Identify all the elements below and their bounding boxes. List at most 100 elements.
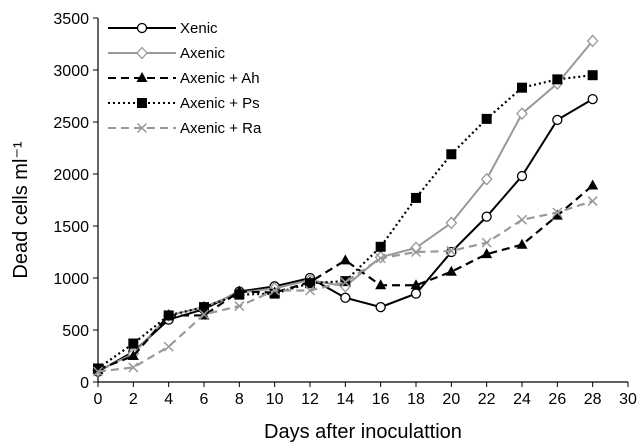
y-tick-label: 3000 — [53, 63, 89, 80]
data-point — [445, 265, 457, 276]
data-point — [199, 302, 209, 313]
point-marker — [552, 207, 563, 218]
point-marker — [586, 34, 599, 48]
data-point — [551, 209, 563, 220]
point-marker — [411, 192, 421, 203]
legend-label: Axenic + Ps — [180, 95, 260, 112]
series-5 — [92, 196, 598, 377]
x-tick-label: 28 — [584, 391, 602, 408]
point-marker — [552, 114, 563, 126]
point-marker — [198, 309, 210, 320]
point-marker — [93, 363, 103, 374]
point-marker — [551, 209, 563, 220]
point-marker — [375, 241, 386, 252]
data-point — [410, 288, 422, 299]
data-point — [269, 288, 280, 299]
point-marker — [587, 179, 599, 190]
point-marker — [445, 265, 457, 276]
y-tick-label: 0 — [80, 375, 89, 392]
point-marker — [136, 122, 148, 134]
point-marker — [304, 285, 316, 296]
point-marker — [269, 285, 280, 296]
x-tick-label: 10 — [266, 391, 284, 408]
data-point — [552, 114, 563, 126]
x-tick-label: 22 — [478, 391, 496, 408]
point-marker — [445, 216, 458, 230]
point-marker — [163, 341, 174, 352]
data-point — [480, 172, 493, 186]
data-point — [516, 107, 528, 121]
data-point — [587, 179, 599, 190]
series-1 — [92, 93, 598, 377]
data-point — [410, 241, 422, 255]
point-marker — [92, 366, 104, 377]
data-point — [340, 277, 351, 288]
x-tick-label: 0 — [94, 391, 103, 408]
point-marker — [128, 362, 139, 373]
legend-entry: Axenic + Ah — [108, 70, 260, 87]
point-marker — [136, 46, 148, 60]
point-marker — [587, 196, 598, 207]
data-point — [410, 246, 422, 258]
y-axis-title: Dead cells ml⁻¹ — [10, 141, 32, 279]
data-point — [481, 248, 493, 259]
data-point — [92, 366, 104, 377]
point-marker — [199, 302, 209, 313]
data-point — [136, 72, 148, 82]
data-point — [375, 253, 386, 264]
data-point — [587, 93, 598, 105]
data-point — [481, 113, 492, 124]
legend-label: Xenic — [180, 20, 218, 37]
point-marker — [305, 278, 315, 289]
data-point — [375, 241, 386, 252]
x-tick-label: 26 — [548, 391, 566, 408]
x-tick-label: 20 — [442, 391, 460, 408]
point-marker — [128, 338, 139, 349]
data-point — [305, 278, 315, 289]
point-marker — [410, 241, 422, 255]
legend-entry: Axenic + Ps — [108, 95, 260, 112]
data-point — [516, 238, 528, 249]
data-point — [127, 350, 139, 360]
point-marker — [136, 72, 148, 82]
point-marker — [480, 172, 493, 186]
x-axis-title: Days after inoculattion — [264, 421, 462, 443]
data-point — [516, 214, 528, 225]
data-point — [163, 310, 174, 321]
point-marker — [137, 98, 147, 108]
y-tick-label: 3500 — [53, 11, 89, 28]
y-tick-label: 2500 — [53, 115, 89, 132]
data-point — [446, 149, 457, 160]
axes: 0 2 4 6 8 10 12 14 16 18 20 22 24 26 28 300500100015002… — [53, 11, 637, 408]
point-marker — [340, 292, 351, 303]
data-point — [586, 34, 599, 48]
point-marker — [339, 254, 351, 265]
point-marker — [446, 245, 457, 256]
point-marker — [375, 279, 387, 290]
point-marker — [410, 288, 422, 299]
point-marker — [481, 248, 493, 259]
y-tick-label: 1500 — [53, 219, 89, 236]
data-point — [198, 309, 210, 320]
data-point — [234, 289, 245, 300]
point-marker — [375, 301, 386, 313]
legend-label: Axenic — [180, 45, 226, 62]
x-tick-label: 18 — [407, 391, 425, 408]
data-point — [304, 285, 316, 296]
series-line — [97, 74, 593, 370]
point-marker — [516, 238, 528, 249]
data-point — [128, 338, 139, 349]
data-point — [339, 254, 351, 265]
data-point — [517, 82, 527, 93]
data-point — [136, 22, 148, 34]
x-tick-label: 4 — [164, 391, 173, 408]
legend-entry: Axenic — [108, 45, 226, 62]
data-point — [587, 196, 598, 207]
data-point — [516, 170, 528, 182]
point-marker — [410, 279, 422, 290]
data-point — [552, 74, 563, 85]
point-marker — [446, 149, 457, 160]
x-tick-label: 30 — [619, 391, 637, 408]
x-tick-label: 12 — [301, 391, 319, 408]
